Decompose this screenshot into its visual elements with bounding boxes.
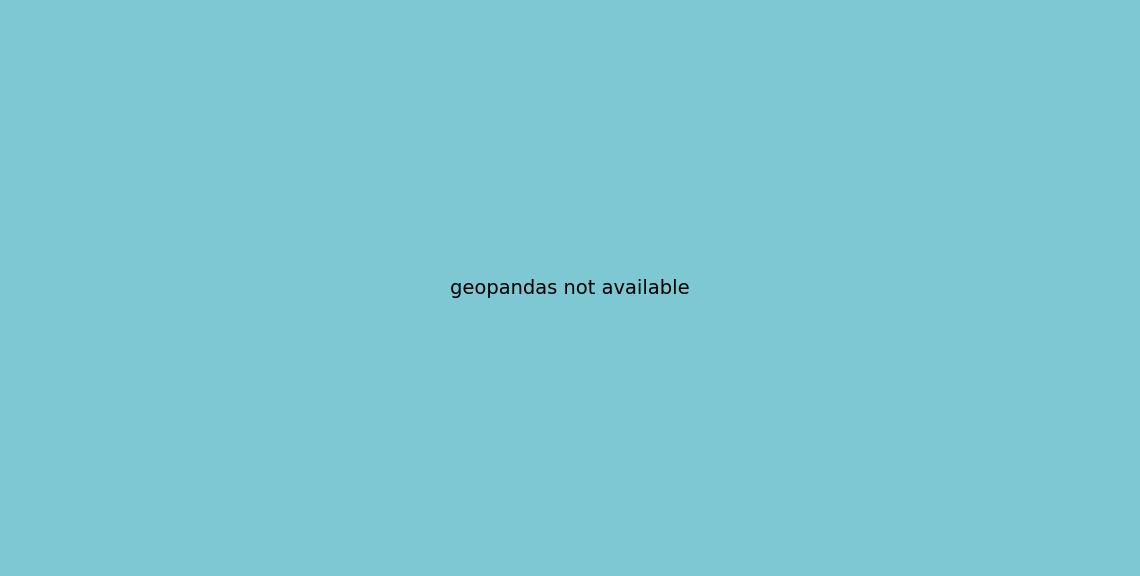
Text: geopandas not available: geopandas not available <box>450 279 690 297</box>
